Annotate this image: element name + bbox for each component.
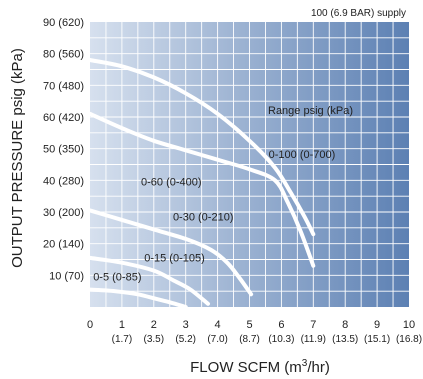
x-tick-label: 10 — [403, 319, 415, 331]
curve-label-4: 0-15 (0-105) — [144, 253, 205, 265]
x-tick-label: 3 — [183, 319, 189, 331]
x-tick-sublabel: (3.5) — [144, 334, 165, 345]
y-tick-label: 40 (280) — [43, 175, 84, 187]
curve-4 — [88, 255, 210, 306]
curve-5 — [88, 287, 188, 309]
y-tick-labels: 10 (70) 20 (140) 30 (200) 40 (280) 50 (350) 6… — [43, 17, 84, 282]
x-tick-sublabel: (5.2) — [175, 334, 196, 345]
legend-title: Range psig (kPa) — [268, 105, 353, 117]
x-tick-sublabel: (7.0) — [207, 334, 228, 345]
x-tick-label: 7 — [310, 319, 316, 331]
y-tick-label: 10 (70) — [49, 270, 84, 282]
y-tick-label: 70 (480) — [43, 80, 84, 92]
curve-label-3: 0-30 (0-210) — [173, 212, 234, 224]
x-tick-sublabel: (8.7) — [239, 334, 260, 345]
curve-label-1: 0-100 (0-700) — [269, 149, 336, 161]
curves — [88, 58, 316, 309]
x-tick-label: 0 — [87, 319, 93, 331]
y-tick-label: 30 (200) — [43, 207, 84, 219]
x-tick-label: 8 — [342, 319, 348, 331]
x-tick-label: 1 — [119, 319, 125, 331]
curve-2 — [88, 111, 316, 268]
y-tick-label: 90 (620) — [43, 17, 84, 29]
x-tick-label: 2 — [151, 319, 157, 331]
x-tick-label: 5 — [246, 319, 252, 331]
x-tick-label: 6 — [278, 319, 284, 331]
x-tick-label: 4 — [215, 319, 221, 331]
x-tick-sublabel: (15.1) — [364, 334, 390, 345]
x-tick-sublabel: (16.8) — [396, 334, 422, 345]
y-tick-label: 20 (140) — [43, 239, 84, 251]
x-axis-title-superscript: 3 — [302, 358, 308, 369]
x-tick-sublabel: (13.5) — [332, 334, 358, 345]
curve-1 — [88, 58, 316, 237]
x-tick-sublabel: (1.7) — [112, 334, 133, 345]
x-tick-sublabel: (10.3) — [268, 334, 294, 345]
curve-labels: 0-100 (0-700) 0-60 (0-400) 0-30 (0-210) 0-1… — [93, 149, 335, 284]
curve-label-5: 0-5 (0-85) — [93, 272, 141, 284]
x-axis-title-main: FLOW SCFM (m — [190, 359, 302, 376]
curve-label-2: 0-60 (0-400) — [141, 177, 202, 189]
y-tick-label: 60 (420) — [43, 112, 84, 124]
x-tick-labels: 0 1 (1.7) 2 (3.5) 3 (5.2) 4 (7.0) 5 (8.7) 6 (10.3) 7 (… — [87, 319, 422, 345]
y-axis-title: OUTPUT PRESSURE psig (kPa) — [9, 48, 26, 268]
curve-3 — [88, 208, 254, 297]
y-tick-label: 50 (350) — [43, 144, 84, 156]
supply-note: 100 (6.9 BAR) supply — [311, 8, 406, 19]
y-tick-label: 80 (560) — [43, 49, 84, 61]
x-axis-title: FLOW SCFM (m3/hr) — [190, 358, 330, 376]
x-tick-sublabel: (11.9) — [301, 334, 326, 345]
x-axis-title-end: /hr) — [307, 359, 330, 376]
x-tick-label: 9 — [374, 319, 380, 331]
